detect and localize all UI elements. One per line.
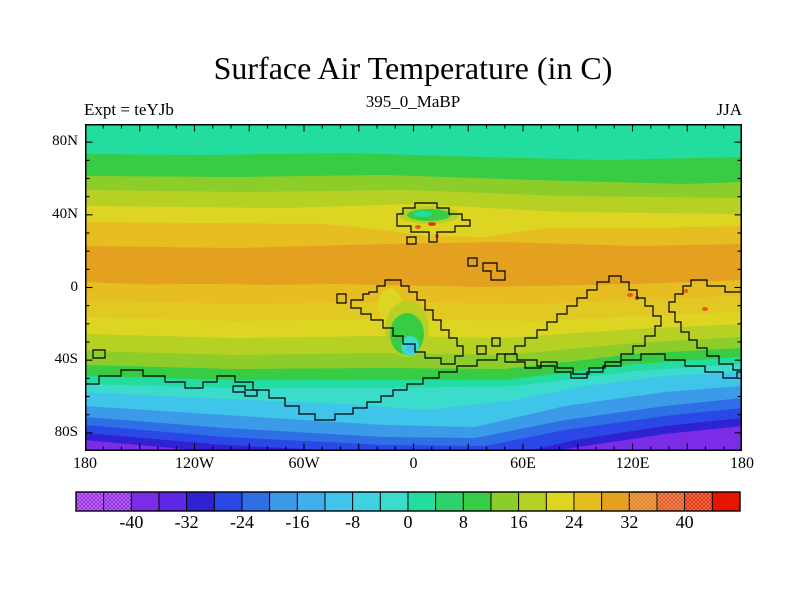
colorbar-segment <box>407 491 437 512</box>
colorbar-segment <box>601 491 630 512</box>
coastline <box>467 257 478 267</box>
x-axis-tick-label: 60E <box>510 455 536 472</box>
coastline <box>482 262 506 281</box>
x-axis-tick-label: 180 <box>730 455 754 472</box>
colorbar-segment <box>269 491 298 512</box>
plot-subtitle: 395_0_MaBP <box>365 92 461 111</box>
colorbar-tick-label: -16 <box>285 512 310 532</box>
coastline <box>92 349 106 359</box>
colorbar-tick-label: -8 <box>345 512 361 532</box>
temperature-field <box>85 124 742 451</box>
colorbar-tick-label: -24 <box>230 512 254 532</box>
y-axis-tick-label: 80N <box>52 133 78 150</box>
colorbar-segment <box>352 491 381 512</box>
x-axis-tick-label: 180 <box>73 455 97 472</box>
season-label: JJA <box>716 100 742 119</box>
colorbar-segment <box>573 491 603 512</box>
y-axis-tick-label: 80S <box>54 423 78 440</box>
colorbar-tick-label: 40 <box>675 512 694 532</box>
colorbar-segment <box>435 491 464 512</box>
coastline <box>85 353 742 421</box>
coastline <box>491 337 501 347</box>
colorbar-tick-label: 0 <box>403 512 413 532</box>
coastline <box>336 293 347 304</box>
y-axis-tick-label: 0 <box>70 278 79 295</box>
page-title: Surface Air Temperature (in C) <box>213 50 613 86</box>
colorbar-segment <box>130 491 160 512</box>
colorbar-segment <box>379 491 409 512</box>
colorbar-segment <box>158 491 188 512</box>
y-axis-tick-label: 40S <box>54 351 78 368</box>
colorbar-tick-label: -40 <box>119 512 144 532</box>
x-axis-tick-label: 60W <box>288 455 320 472</box>
x-axis-tick-label: 120E <box>615 455 650 472</box>
coastline <box>504 275 662 375</box>
colorbar <box>75 491 741 512</box>
experiment-label: Expt = teYJb <box>84 100 174 119</box>
colorbar-segment <box>545 491 575 512</box>
colorbar-tick-label: 32 <box>620 512 639 532</box>
x-axis-tick-label: 120W <box>174 455 215 472</box>
colorbar-segment <box>711 491 741 512</box>
colorbar-segment <box>462 491 492 512</box>
colorbar-tick-label: 8 <box>458 512 468 532</box>
contour-map <box>85 124 742 451</box>
y-axis-tick-label: 40N <box>52 205 78 222</box>
coastline <box>396 202 471 243</box>
colorbar-segment <box>518 491 547 512</box>
colorbar-segment <box>324 491 354 512</box>
colorbar-segment <box>490 491 520 512</box>
coastline <box>406 236 417 245</box>
colorbar-tick-label: 16 <box>509 512 528 532</box>
coastline <box>476 345 487 355</box>
colorbar-tick-label: -32 <box>174 512 199 532</box>
coastline <box>350 279 464 365</box>
colorbar-segment <box>186 491 215 512</box>
coastline <box>668 279 742 371</box>
colorbar-tick-label: 24 <box>565 512 583 532</box>
x-axis-tick-label: 0 <box>409 455 418 472</box>
colorbar-segment <box>241 491 271 512</box>
coastline <box>232 385 258 397</box>
colorbar-segment <box>213 491 243 512</box>
colorbar-segment <box>296 491 326 512</box>
